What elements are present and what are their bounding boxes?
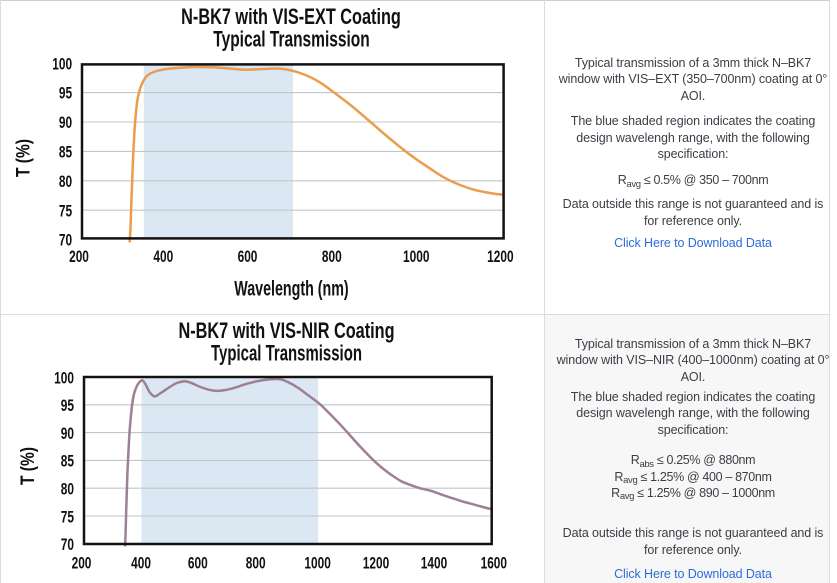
svg-text:85: 85 (61, 453, 74, 472)
svg-text:Wavelength (nm): Wavelength (nm) (234, 277, 348, 300)
svg-text:100: 100 (54, 369, 74, 388)
svg-text:1200: 1200 (487, 248, 513, 267)
svg-text:1000: 1000 (403, 248, 429, 267)
svg-text:800: 800 (246, 554, 266, 573)
svg-text:95: 95 (61, 397, 74, 416)
svg-text:70: 70 (61, 536, 74, 555)
svg-text:N-BK7 with VIS-EXT Coating: N-BK7 with VIS-EXT Coating (181, 5, 401, 30)
svg-text:80: 80 (61, 481, 74, 500)
svg-text:85: 85 (59, 144, 72, 163)
svg-text:T (%): T (%) (12, 139, 34, 177)
svg-text:800: 800 (322, 248, 342, 267)
svg-text:T (%): T (%) (17, 447, 39, 485)
svg-text:95: 95 (59, 85, 72, 104)
svg-text:N-BK7 with VIS-NIR Coating: N-BK7 with VIS-NIR Coating (178, 319, 394, 344)
svg-text:90: 90 (59, 114, 72, 133)
svg-text:600: 600 (238, 248, 258, 267)
svg-text:1600: 1600 (481, 554, 507, 573)
svg-text:400: 400 (131, 554, 151, 573)
svg-text:70: 70 (59, 232, 72, 251)
svg-text:1200: 1200 (363, 554, 389, 573)
svg-text:Typical Transmission: Typical Transmission (213, 28, 369, 52)
svg-text:600: 600 (188, 554, 208, 573)
svg-text:75: 75 (59, 202, 72, 221)
svg-text:90: 90 (61, 425, 74, 444)
svg-text:100: 100 (52, 55, 72, 74)
svg-text:1000: 1000 (304, 554, 330, 573)
svg-text:1400: 1400 (421, 554, 447, 573)
svg-text:Typical Transmission: Typical Transmission (211, 341, 362, 366)
svg-text:80: 80 (59, 173, 72, 192)
svg-text:200: 200 (69, 248, 89, 267)
svg-text:200: 200 (72, 554, 92, 573)
svg-text:400: 400 (153, 248, 173, 267)
svg-text:75: 75 (61, 508, 74, 527)
